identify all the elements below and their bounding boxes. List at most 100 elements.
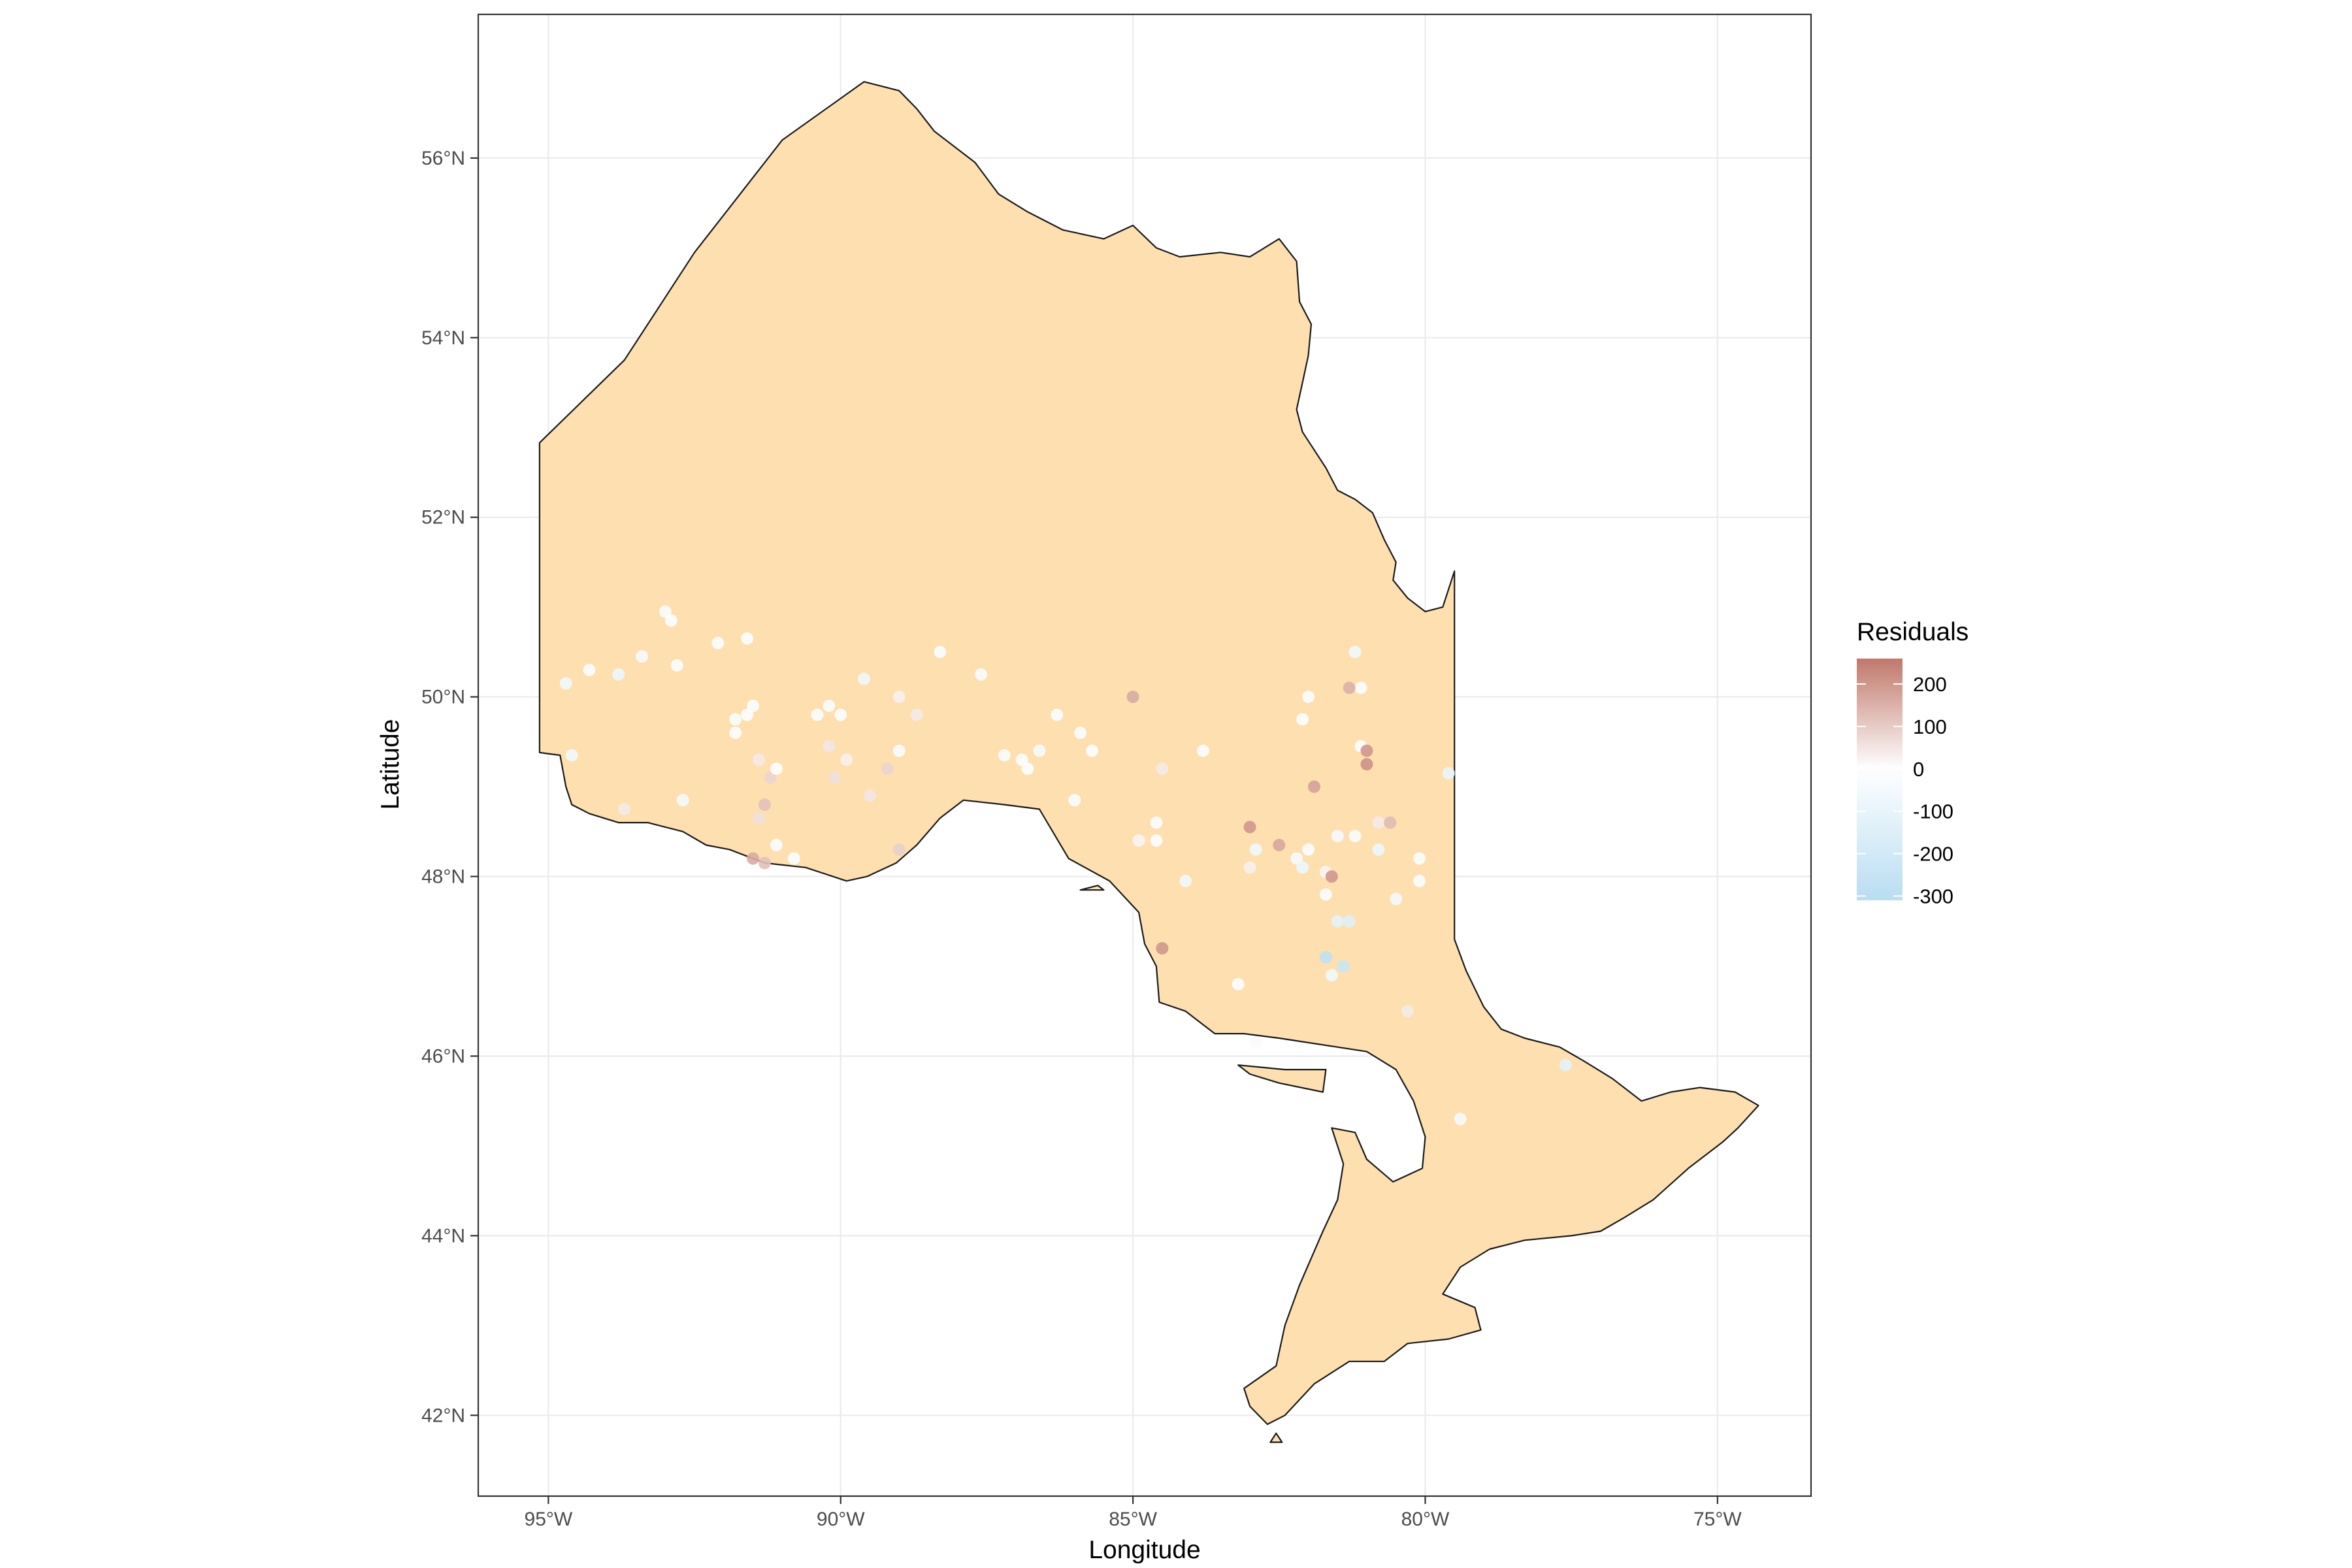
residual-point-51: [1132, 834, 1145, 847]
residual-point-12: [729, 713, 742, 726]
residual-point-29: [828, 771, 841, 784]
residual-point-19: [758, 798, 771, 811]
residual-point-46: [1085, 744, 1098, 757]
residual-point-87: [1156, 942, 1169, 955]
residual-point-89: [1401, 1005, 1414, 1018]
residual-point-39: [974, 668, 987, 681]
residual-point-93: [1249, 1036, 1262, 1049]
x-axis-title: Longitude: [1088, 1536, 1200, 1564]
residual-point-33: [910, 708, 923, 721]
residual-point-28: [823, 740, 836, 753]
y-axis-ticks: 56°N 54°N 52°N 50°N 48°N 46°N 44°N 42°N: [421, 148, 478, 1426]
residual-point-76: [1384, 816, 1397, 829]
residual-point-40: [998, 749, 1011, 762]
island-1: [1079, 885, 1105, 891]
residual-point-26: [823, 699, 836, 712]
residual-point-82: [1343, 915, 1356, 928]
residual-point-90: [1442, 766, 1455, 779]
residual-point-36: [863, 789, 876, 802]
residual-point-30: [840, 753, 853, 766]
residuals-legend: Residuals 200 100 0 -100 -200 -300: [1857, 618, 1968, 908]
y-tick-label-3: 50°N: [421, 687, 465, 708]
residual-point-67: [1331, 830, 1344, 843]
residual-point-68: [1348, 830, 1362, 843]
residual-point-53: [1179, 874, 1192, 887]
residual-point-14: [747, 699, 760, 712]
residual-point-84: [1319, 951, 1332, 964]
residual-point-55: [1243, 821, 1256, 834]
x-tick-label-1: 90°W: [817, 1509, 865, 1530]
y-tick-label-1: 54°N: [421, 327, 465, 349]
x-tick-label-0: 95°W: [525, 1509, 573, 1530]
legend-label-2: 0: [1913, 758, 1924, 781]
residual-point-64: [1302, 691, 1315, 704]
residual-point-60: [1296, 861, 1309, 874]
ontario-outline: [538, 81, 1759, 1426]
residual-point-38: [934, 645, 947, 659]
residual-point-83: [1319, 888, 1332, 901]
residual-point-9: [565, 749, 578, 762]
residual-point-11: [676, 794, 689, 807]
residual-point-24: [787, 852, 800, 865]
residual-point-15: [729, 727, 742, 740]
residual-point-74: [1360, 758, 1373, 771]
residual-point-85: [1337, 960, 1350, 973]
residual-point-54: [1196, 744, 1209, 757]
legend-label-4: -200: [1913, 843, 1953, 866]
residual-point-22: [747, 852, 760, 865]
residual-point-57: [1243, 861, 1256, 874]
residual-point-23: [758, 857, 771, 870]
legend-label-3: -100: [1913, 800, 1953, 823]
residual-point-18: [770, 762, 783, 776]
residual-point-41: [1015, 753, 1028, 766]
residual-point-2: [612, 668, 625, 681]
residual-point-42: [1033, 744, 1046, 757]
legend-label-5: -300: [1913, 885, 1953, 908]
residual-point-58: [1273, 838, 1286, 851]
residual-point-66: [1325, 870, 1338, 883]
residual-point-52: [1150, 834, 1163, 847]
residual-point-34: [892, 744, 906, 757]
y-tick-label-0: 56°N: [421, 148, 465, 169]
residual-point-59: [1290, 852, 1303, 865]
residual-point-63: [1296, 713, 1309, 726]
residual-point-70: [1348, 645, 1362, 659]
residual-point-25: [811, 708, 824, 721]
residual-points: [559, 605, 1572, 1126]
residual-point-62: [1307, 780, 1320, 793]
residual-point-48: [1126, 691, 1139, 704]
residual-point-44: [1051, 708, 1064, 721]
residual-point-5: [664, 614, 678, 627]
residual-point-8: [741, 632, 754, 645]
residual-point-16: [752, 753, 765, 766]
x-tick-label-4: 75°W: [1693, 1509, 1742, 1530]
y-tick-label-4: 48°N: [421, 866, 465, 888]
residual-point-45: [1074, 727, 1087, 740]
residual-point-47: [1068, 794, 1081, 807]
residual-point-71: [1343, 681, 1356, 694]
y-tick-label-6: 44°N: [421, 1225, 465, 1247]
residual-point-10: [618, 802, 631, 815]
residual-point-86: [1325, 969, 1338, 982]
residual-point-92: [1454, 1113, 1467, 1126]
residual-point-21: [770, 838, 783, 851]
residual-point-69: [1354, 681, 1367, 694]
residual-point-0: [559, 677, 572, 690]
residual-point-7: [711, 636, 725, 649]
residual-point-6: [670, 659, 683, 672]
residual-point-27: [834, 708, 847, 721]
y-tick-label-2: 52°N: [421, 507, 465, 529]
residual-point-35: [881, 762, 894, 776]
panel-border: [477, 13, 1812, 1497]
x-tick-label-3: 80°W: [1401, 1509, 1450, 1530]
residual-point-61: [1302, 843, 1315, 856]
residual-point-79: [1413, 874, 1426, 887]
residual-point-81: [1331, 915, 1344, 928]
residual-point-77: [1372, 843, 1385, 856]
legend-tick-marks: 200 100 0 -100 -200 -300: [1857, 673, 1953, 908]
residual-point-43: [1021, 762, 1034, 776]
residual-point-49: [1156, 762, 1169, 776]
residual-point-4: [659, 605, 672, 618]
residual-point-1: [583, 663, 596, 676]
legend-label-0: 200: [1913, 673, 1947, 696]
